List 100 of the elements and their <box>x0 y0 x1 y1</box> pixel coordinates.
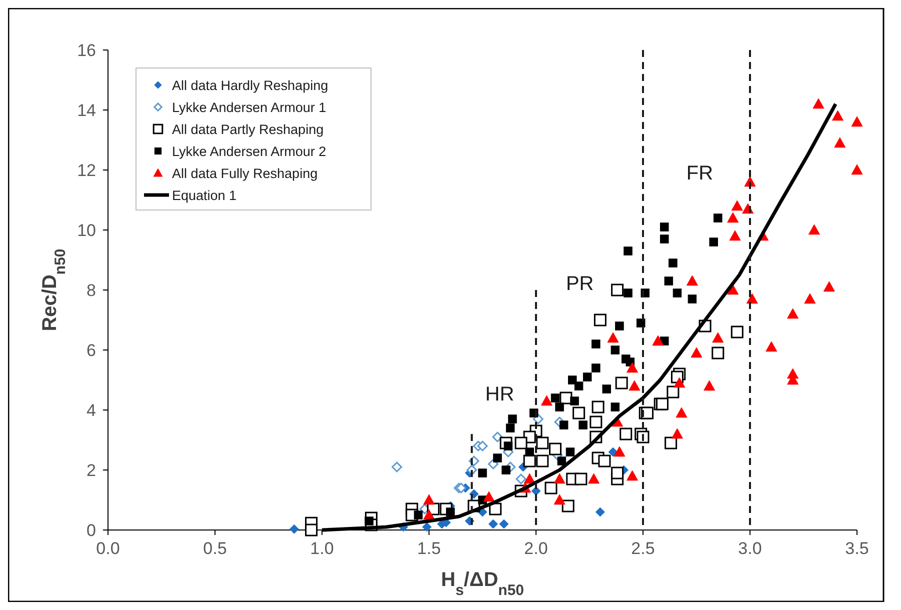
point <box>508 414 517 424</box>
point <box>483 491 495 502</box>
legend-label: All data Fully Reshaping <box>172 166 318 181</box>
point <box>624 288 632 298</box>
y-tick-label: 12 <box>77 161 96 180</box>
point <box>656 398 669 410</box>
point <box>540 395 552 406</box>
point <box>690 347 702 358</box>
x-tick-label: 1.0 <box>310 539 334 558</box>
annotation: HR <box>485 383 514 406</box>
point <box>478 468 487 478</box>
point <box>582 372 592 382</box>
point <box>660 222 669 232</box>
point <box>536 454 549 468</box>
x-tick-label: 3.0 <box>738 539 762 558</box>
point <box>570 396 579 406</box>
y-tick-label: 8 <box>86 281 96 300</box>
point <box>489 502 502 516</box>
point <box>620 428 632 440</box>
point <box>602 384 611 394</box>
point <box>812 98 824 109</box>
point <box>488 519 498 529</box>
point <box>660 234 669 244</box>
point <box>672 288 682 298</box>
point <box>554 494 566 505</box>
point <box>671 428 683 439</box>
y-tick-label: 4 <box>86 401 96 420</box>
point <box>614 446 626 457</box>
point <box>595 507 605 517</box>
point <box>492 432 503 442</box>
x-tick-label: 0.0 <box>96 539 120 558</box>
point <box>712 332 724 343</box>
point <box>712 346 724 360</box>
point <box>477 440 488 452</box>
point <box>624 246 632 256</box>
point <box>607 332 619 343</box>
y-tick-label: 14 <box>77 101 96 120</box>
point <box>714 214 722 222</box>
point <box>652 335 664 346</box>
point <box>392 462 402 472</box>
point <box>557 456 566 466</box>
point <box>787 308 799 319</box>
x-axis-title: H$_{s}$/ΔD$_{n50}$ <box>440 569 524 598</box>
legend-label: Lykke Andersen Armour 2 <box>172 144 326 159</box>
point <box>666 386 680 398</box>
annotation: FR <box>686 162 714 185</box>
point <box>592 364 600 372</box>
point <box>626 362 638 373</box>
point <box>730 326 744 338</box>
point <box>305 524 318 536</box>
point <box>686 275 698 286</box>
point <box>536 436 549 450</box>
x-tick-label: 2.5 <box>631 539 655 558</box>
x-tick-label: 2.0 <box>524 539 548 558</box>
x-tick-label: 3.5 <box>845 539 869 558</box>
point <box>525 448 534 456</box>
point <box>626 470 638 481</box>
point <box>834 137 846 148</box>
y-tick-label: 2 <box>86 461 96 480</box>
point <box>676 407 688 418</box>
point <box>423 494 435 505</box>
point <box>590 416 602 428</box>
point <box>524 473 536 484</box>
point <box>729 230 741 241</box>
point <box>493 454 502 462</box>
point <box>704 380 716 391</box>
point <box>422 522 432 532</box>
legend-label: Equation 1 <box>172 188 237 203</box>
point <box>851 164 863 175</box>
y-tick-label: 16 <box>77 41 96 60</box>
point <box>709 238 718 246</box>
point <box>674 377 686 388</box>
point <box>727 212 739 223</box>
point <box>588 473 600 484</box>
point <box>559 420 568 430</box>
point <box>516 474 526 484</box>
point <box>514 436 528 450</box>
legend-label: All data Hardly Reshaping <box>172 78 328 93</box>
legend-label: Lykke Andersen Armour 1 <box>172 100 326 115</box>
point <box>746 293 758 304</box>
point <box>499 519 509 529</box>
point <box>578 420 588 430</box>
point <box>636 318 646 328</box>
point <box>572 406 586 420</box>
point <box>688 294 697 304</box>
point <box>823 281 835 292</box>
point <box>598 454 611 468</box>
point <box>594 314 606 326</box>
point <box>592 400 604 414</box>
point <box>615 376 628 390</box>
point <box>611 466 624 480</box>
point <box>568 376 577 384</box>
point <box>628 380 640 391</box>
point <box>414 510 423 520</box>
point <box>731 200 743 211</box>
annotation: PR <box>566 273 594 295</box>
point <box>610 402 620 412</box>
point <box>506 424 515 432</box>
point <box>804 293 816 304</box>
point <box>423 509 435 520</box>
